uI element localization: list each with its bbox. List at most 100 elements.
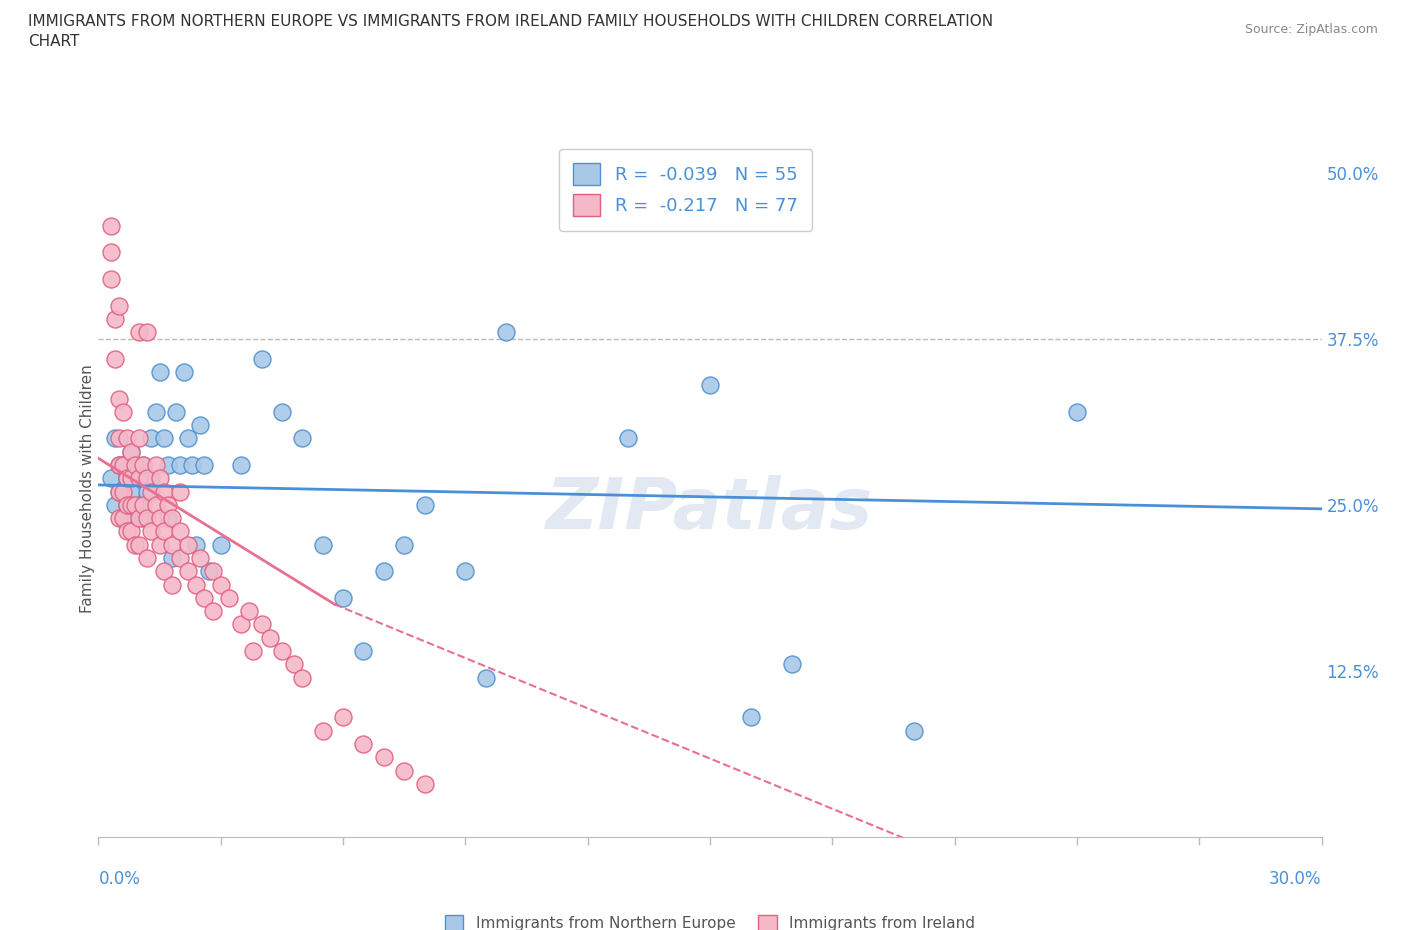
- Point: [132, 498, 155, 512]
- Point: [149, 365, 172, 379]
- Point: [111, 405, 134, 419]
- Point: [136, 551, 159, 565]
- Point: [141, 485, 163, 499]
- Point: [312, 724, 335, 738]
- Point: [152, 485, 174, 499]
- Point: [259, 631, 281, 645]
- Text: Source: ZipAtlas.com: Source: ZipAtlas.com: [1244, 23, 1378, 36]
- Point: [740, 710, 762, 724]
- Point: [242, 644, 264, 658]
- Point: [149, 471, 172, 485]
- Point: [165, 405, 187, 419]
- Point: [145, 405, 167, 419]
- Point: [283, 657, 305, 671]
- Point: [152, 431, 174, 445]
- Point: [188, 551, 212, 565]
- Point: [169, 524, 191, 538]
- Point: [120, 445, 142, 459]
- Point: [231, 617, 253, 631]
- Point: [169, 485, 191, 499]
- Point: [156, 458, 179, 472]
- Point: [120, 498, 142, 512]
- Point: [197, 564, 219, 578]
- Point: [291, 431, 314, 445]
- Point: [160, 551, 183, 565]
- Point: [209, 538, 232, 552]
- Point: [332, 591, 354, 605]
- Point: [392, 538, 416, 552]
- Point: [156, 511, 179, 525]
- Point: [111, 511, 134, 525]
- Point: [108, 431, 131, 445]
- Point: [454, 564, 477, 578]
- Point: [169, 551, 191, 565]
- Point: [181, 458, 204, 472]
- Point: [218, 591, 240, 605]
- Point: [352, 737, 374, 751]
- Point: [108, 485, 131, 499]
- Point: [231, 458, 253, 472]
- Point: [160, 538, 183, 552]
- Point: [177, 431, 200, 445]
- Text: 0.0%: 0.0%: [98, 870, 141, 887]
- Point: [413, 498, 436, 512]
- Point: [160, 578, 183, 592]
- Point: [149, 538, 172, 552]
- Point: [104, 312, 127, 326]
- Y-axis label: Family Households with Children: Family Households with Children: [80, 364, 94, 613]
- Point: [100, 219, 122, 233]
- Point: [392, 764, 416, 778]
- Point: [780, 657, 803, 671]
- Point: [373, 564, 395, 578]
- Point: [699, 378, 721, 392]
- Point: [250, 352, 273, 366]
- Point: [120, 471, 142, 485]
- Point: [120, 524, 142, 538]
- Legend: Immigrants from Northern Europe, Immigrants from Ireland: Immigrants from Northern Europe, Immigra…: [437, 908, 983, 930]
- Point: [413, 777, 436, 791]
- Point: [108, 299, 131, 313]
- Point: [152, 564, 174, 578]
- Point: [312, 538, 335, 552]
- Point: [193, 458, 215, 472]
- Point: [108, 458, 131, 472]
- Point: [120, 485, 142, 499]
- Point: [177, 564, 200, 578]
- Point: [104, 498, 127, 512]
- Text: 30.0%: 30.0%: [1270, 870, 1322, 887]
- Point: [115, 498, 138, 512]
- Point: [617, 431, 640, 445]
- Point: [111, 458, 134, 472]
- Point: [124, 498, 146, 512]
- Point: [173, 365, 195, 379]
- Point: [115, 471, 138, 485]
- Point: [124, 538, 146, 552]
- Point: [111, 485, 134, 499]
- Point: [903, 724, 925, 738]
- Point: [104, 431, 127, 445]
- Point: [124, 458, 146, 472]
- Point: [128, 471, 150, 485]
- Point: [108, 485, 131, 499]
- Point: [250, 617, 273, 631]
- Point: [201, 604, 224, 618]
- Point: [115, 498, 138, 512]
- Point: [128, 538, 150, 552]
- Point: [1066, 405, 1088, 419]
- Point: [128, 431, 150, 445]
- Point: [136, 471, 159, 485]
- Point: [111, 458, 134, 472]
- Point: [124, 458, 146, 472]
- Point: [209, 578, 232, 592]
- Point: [115, 524, 138, 538]
- Point: [152, 524, 174, 538]
- Point: [136, 511, 159, 525]
- Point: [156, 498, 179, 512]
- Point: [132, 458, 155, 472]
- Point: [141, 524, 163, 538]
- Point: [128, 471, 150, 485]
- Point: [108, 458, 131, 472]
- Text: IMMIGRANTS FROM NORTHERN EUROPE VS IMMIGRANTS FROM IRELAND FAMILY HOUSEHOLDS WIT: IMMIGRANTS FROM NORTHERN EUROPE VS IMMIG…: [28, 14, 993, 29]
- Text: CHART: CHART: [28, 34, 80, 49]
- Point: [186, 578, 208, 592]
